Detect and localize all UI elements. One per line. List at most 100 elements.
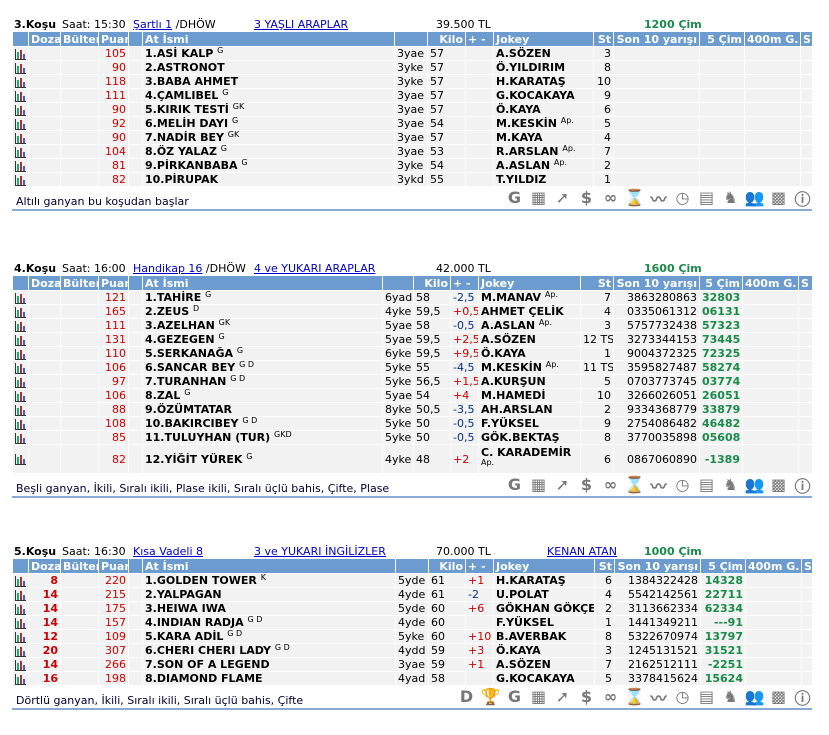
racing-flag-icon[interactable]: ▩	[770, 188, 787, 207]
horse-name-cell[interactable]: 8.DIAMOND FLAME	[142, 671, 396, 686]
jockey-name[interactable]: AHMET ÇELİK	[481, 305, 564, 318]
jockey-cell[interactable]: R.ARSLAN Ap.	[493, 144, 594, 159]
horse-name[interactable]: 2.ZEUS	[145, 305, 190, 318]
header-at-ismi[interactable]: At İsmi	[142, 559, 396, 574]
header-bulten[interactable]: Bülten	[60, 32, 99, 47]
horse-name-cell[interactable]: 6.SANCAR BEY G D	[142, 360, 383, 375]
jockey-name[interactable]: M.KAYA	[496, 131, 543, 144]
horse-name-cell[interactable]: 8.ZAL G	[142, 388, 383, 403]
horse-icon[interactable]: ♞	[723, 475, 738, 494]
horse-name[interactable]: 12.YİĞİT YÜREK	[145, 452, 243, 466]
calculator-sheet-icon[interactable]: ▦	[530, 687, 547, 706]
horse-name-cell[interactable]: 2.ASTRONOT	[142, 60, 395, 75]
horse-name[interactable]: 8.ZAL	[145, 389, 181, 402]
jockey-name[interactable]: R.ARSLAN	[496, 145, 559, 158]
horse-name[interactable]: 4.INDIAN RADJA	[145, 616, 244, 629]
jockey-cell[interactable]: A.SÖZEN	[478, 332, 581, 347]
line-chart-icon[interactable]: 〰	[650, 688, 667, 708]
trend-up-icon[interactable]: ➚	[555, 475, 570, 494]
stats-chart-icon[interactable]	[12, 416, 29, 431]
d-icon[interactable]: D	[459, 687, 474, 706]
jockey-name[interactable]: B.AVERBAK	[496, 630, 567, 643]
stats-chart-icon[interactable]	[12, 144, 29, 159]
stats-chart-icon[interactable]	[12, 573, 29, 588]
jockey-cell[interactable]: G.KOCAKAYA	[493, 88, 594, 103]
jockey-cell[interactable]: B.AVERBAK	[493, 629, 595, 644]
horse-name[interactable]: 7.NADİR BEY	[145, 131, 224, 144]
jockey-name[interactable]: A.ASLAN	[481, 319, 536, 332]
horse-name[interactable]: 1.TAHİRE	[145, 291, 202, 304]
horse-name-cell[interactable]: 8.ÖZ YALAZ G	[142, 144, 395, 159]
people-icon[interactable]: 👥	[744, 687, 765, 706]
stats-chart-icon[interactable]	[12, 88, 29, 103]
stats-chart-icon[interactable]	[12, 74, 29, 89]
stopwatch-icon[interactable]: ◷	[675, 687, 690, 706]
people-icon[interactable]: 👥	[744, 188, 765, 207]
stats-chart-icon[interactable]	[12, 430, 29, 445]
calculator-icon[interactable]: ▤	[698, 188, 715, 207]
horse-name[interactable]: 1.ASİ KALP	[145, 47, 214, 60]
header-jokey[interactable]: Jokey	[493, 559, 595, 574]
hourglass-icon[interactable]: ⌛	[624, 475, 645, 494]
jockey-cell[interactable]: Ö.KAYA	[493, 102, 594, 117]
header-plus-minus[interactable]: + -	[450, 276, 479, 291]
horse-name-cell[interactable]: 6.CHERI CHERI LADY G D	[142, 643, 396, 658]
horse-name-cell[interactable]: 7.SON OF A LEGEND	[142, 657, 396, 672]
stats-chart-icon[interactable]	[12, 304, 29, 319]
calculator-icon[interactable]: ▤	[698, 475, 715, 494]
header-at-ismi[interactable]: At İsmi	[142, 32, 395, 47]
stats-chart-icon[interactable]	[12, 360, 29, 375]
jockey-cell[interactable]: H.KARATAŞ	[493, 573, 595, 588]
horse-name[interactable]: 5.SERKANAĞA	[145, 347, 234, 360]
header-st[interactable]: St	[594, 559, 615, 574]
jockey-cell[interactable]: T.YILDIZ	[493, 172, 594, 187]
jockey-cell[interactable]: M.MANAV Ap.	[478, 290, 581, 305]
jockey-cell[interactable]: AH.ARSLAN	[478, 402, 581, 417]
jockey-name[interactable]: A.ASLAN	[496, 159, 551, 172]
info-icon[interactable]: ⓘ	[794, 476, 811, 496]
horse-name-cell[interactable]: 5.KARA ADİL G D	[142, 629, 396, 644]
horse-name[interactable]: 4.ÇAMLIBEL	[145, 89, 219, 102]
jockey-name[interactable]: F.YÜKSEL	[496, 616, 554, 629]
header-s[interactable]: S	[800, 32, 813, 47]
horse-name[interactable]: 3.BABA AHMET	[145, 75, 239, 88]
jockey-name[interactable]: Ö.KAYA	[481, 347, 526, 360]
stats-chart-icon[interactable]	[12, 444, 29, 474]
stopwatch-icon[interactable]: ◷	[675, 188, 690, 207]
jockey-name[interactable]: M.KESKİN	[481, 361, 542, 374]
horse-name-cell[interactable]: 6.MELİH DAYI G	[142, 116, 395, 131]
binoculars-icon[interactable]: ∞	[603, 687, 618, 706]
racing-flag-icon[interactable]: ▩	[770, 475, 787, 494]
header-jokey[interactable]: Jokey	[493, 32, 594, 47]
header-jokey[interactable]: Jokey	[478, 276, 581, 291]
jockey-name[interactable]: A.KURŞUN	[481, 375, 546, 388]
horse-name-cell[interactable]: 2.ZEUS D	[142, 304, 383, 319]
hourglass-icon[interactable]: ⌛	[624, 687, 645, 706]
jockey-name[interactable]: Ö.YILDIRIM	[496, 61, 566, 74]
horse-name[interactable]: 1.GOLDEN TOWER	[145, 574, 257, 587]
stats-chart-icon[interactable]	[12, 60, 29, 75]
horse-name-cell[interactable]: 10.BAKIRCIBEY G D	[142, 416, 383, 431]
header-bulten[interactable]: Bülten	[60, 276, 99, 291]
stats-chart-icon[interactable]	[12, 116, 29, 131]
jockey-name[interactable]: F.YÜKSEL	[481, 417, 539, 430]
line-chart-icon[interactable]: 〰	[650, 476, 667, 496]
header-400m[interactable]: 400m G.	[745, 559, 802, 574]
jockey-cell[interactable]: U.POLAT	[493, 587, 595, 602]
jockey-cell[interactable]: A.SÖZEN	[493, 657, 595, 672]
g-icon[interactable]: G	[507, 687, 522, 706]
dollar-icon[interactable]: $	[580, 687, 593, 706]
horse-name-cell[interactable]: 11.TULUYHAN (TUR) GKD	[142, 430, 383, 445]
g-icon[interactable]: G	[507, 188, 522, 207]
header-st[interactable]: St	[593, 32, 614, 47]
g-icon[interactable]: G	[507, 475, 522, 494]
jockey-name[interactable]: Ö.KAYA	[496, 103, 541, 116]
dollar-icon[interactable]: $	[580, 188, 593, 207]
header-dozaj[interactable]: Dozaj	[28, 32, 61, 47]
calculator-icon[interactable]: ▤	[698, 687, 715, 706]
info-icon[interactable]: ⓘ	[794, 688, 811, 708]
horse-name-cell[interactable]: 1.ASİ KALP G	[142, 46, 395, 61]
stats-chart-icon[interactable]	[12, 671, 29, 686]
header-puan[interactable]: Puan	[98, 276, 129, 291]
horse-name-cell[interactable]: 9.PİRKANBABA G	[142, 158, 395, 173]
